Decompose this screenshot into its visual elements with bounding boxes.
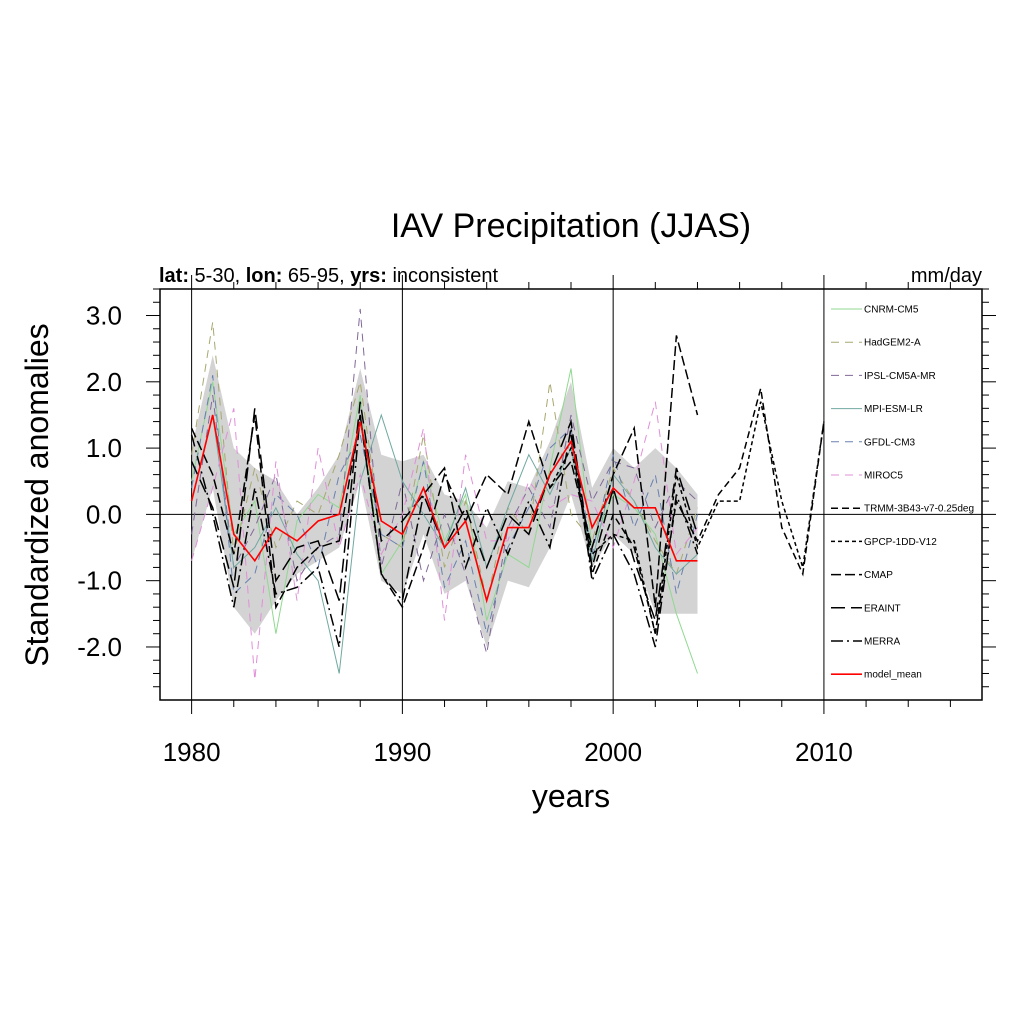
series-line-model-mean [190, 414, 698, 604]
y-tick-label: 0.0 [86, 499, 122, 529]
legend-label: GFDL-CM3 [864, 437, 916, 448]
subtitle-part-5: inconsistent [387, 265, 499, 287]
y-tick-label: 1.0 [86, 433, 122, 463]
legend: CNRM-CM5 HadGEM2-A IPSL-CM5A-MR MPI-ESM-LR G… [831, 305, 974, 681]
series-line-cmap [190, 335, 699, 610]
legend-label: GPCP-1DD-V12 [864, 537, 937, 548]
subtitle-part-1: 5-30, [189, 265, 246, 287]
x-tick-label: 1980 [163, 737, 221, 767]
subtitle-part-4: yrs: [350, 265, 387, 287]
chart-subtitle: lat: 5-30, lon: 65-95, yrs: inconsistent [159, 265, 499, 287]
legend-label: MPI-ESM-LR [864, 404, 923, 415]
legend-label: TRMM-3B43-v7-0.25deg [864, 504, 974, 515]
series-line-cnrm-cm5 [191, 368, 698, 674]
legend-label: CNRM-CM5 [864, 305, 919, 316]
series-line-merra [190, 414, 699, 648]
legend-label: MERRA [864, 637, 900, 648]
plot-area: -2.0 -1.0 0.0 1.0 2.0 3.0 1980 1990 2000 2010 [77, 275, 996, 767]
y-tick-label: -1.0 [77, 566, 122, 596]
subtitle-part-3: 65-95, [282, 265, 350, 287]
y-tick-label: -2.0 [77, 632, 122, 662]
chart-title: IAV Precipitation (JJAS) [391, 207, 751, 245]
y-axis-label: Standardized anomalies [19, 323, 55, 666]
legend-label: MIROC5 [864, 471, 903, 482]
series-line-trmm-3b43-v7-0-25deg [570, 388, 825, 634]
y-tick-label: 2.0 [86, 367, 122, 397]
x-axis-label: years [532, 778, 610, 814]
chart-units: mm/day [911, 265, 982, 287]
legend-label: CMAP [864, 570, 893, 581]
series-line-ipsl-cm5a-mr [191, 308, 698, 654]
legend-label: model_mean [864, 670, 922, 681]
legend-label: HadGEM2-A [864, 338, 921, 349]
y-tick-label: 3.0 [86, 301, 122, 331]
series-line-gpcp-1dd-v12 [549, 401, 825, 634]
series-line-miroc5 [191, 401, 698, 681]
legend-label: ERAINT [864, 603, 901, 614]
subtitle-part-2: lon: [246, 265, 283, 287]
x-tick-label: 2010 [795, 737, 853, 767]
legend-label: IPSL-CM5A-MR [864, 371, 936, 382]
subtitle-part-0: lat: [159, 265, 189, 287]
series-line-gfdl-cm3 [191, 375, 698, 634]
series-line-hadgem2-a [191, 322, 698, 601]
x-tick-label: 1990 [373, 737, 431, 767]
x-tick-label: 2000 [584, 737, 642, 767]
